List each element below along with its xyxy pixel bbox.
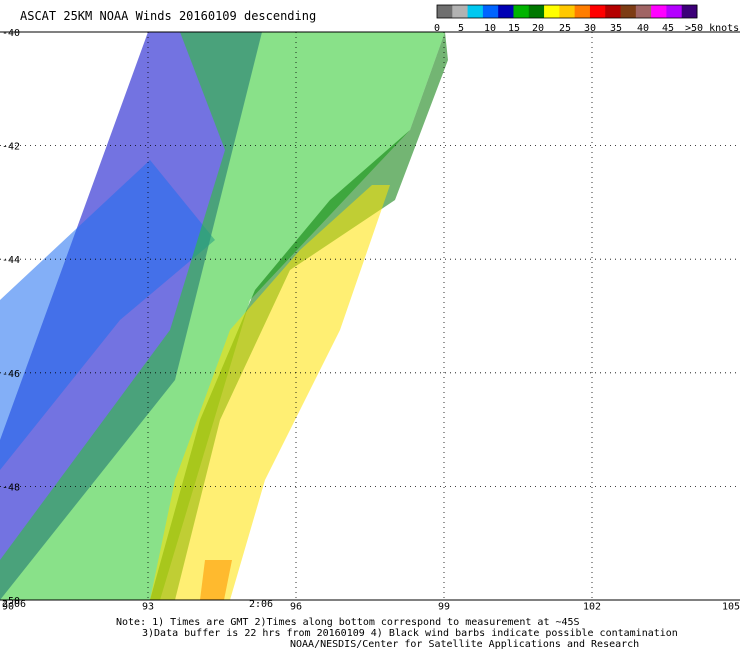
time-label-mid: 2:06 (249, 599, 273, 610)
swath-band-yellow (150, 185, 390, 600)
legend-label: 15 (508, 23, 520, 34)
longitude-tick-label: 99 (438, 601, 450, 612)
legend-swatch (666, 5, 683, 18)
legend-swatch (544, 5, 560, 18)
legend-labels: 0 5 10 15 20 25 30 35 40 45 >50 knots (434, 23, 739, 34)
legend-label: 45 (662, 23, 674, 34)
legend-swatch (452, 5, 469, 18)
legend-label: 40 (637, 23, 649, 34)
notes: Note: 1) Times are GMT 2)Times along bot… (116, 617, 678, 650)
longitude-tick-label: 102 (583, 601, 601, 612)
longitude-tick-label: 105 (722, 601, 740, 612)
legend-swatch (467, 5, 484, 18)
latitude-tick-label: -42 (2, 142, 20, 153)
legend-label: 0 (434, 23, 440, 34)
latitude-tick-label: -50 (2, 596, 20, 607)
note-line-1: Note: 1) Times are GMT 2)Times along bot… (116, 617, 580, 628)
plot-area (0, 32, 740, 600)
legend: 0 5 10 15 20 25 30 35 40 45 >50 knots (434, 4, 739, 34)
lat-lon-grid (0, 32, 740, 600)
legend-swatch (437, 5, 453, 18)
legend-swatch (589, 5, 606, 18)
legend-label: 10 (484, 23, 496, 34)
longitude-tick-label: 90 (2, 601, 14, 612)
swath-band-dark-green (150, 32, 448, 600)
legend-label: 5 (458, 23, 464, 34)
legend-border (436, 4, 698, 19)
legend-swatch (605, 5, 622, 18)
time-label-start: 2:06 (2, 599, 26, 610)
legend-swatch (635, 5, 652, 18)
map-frame (0, 31, 740, 601)
note-line-3: NOAA/NESDIS/Center for Satellite Applica… (290, 639, 639, 650)
longitude-ticks: 90 93 96 99 102 105 (2, 601, 740, 612)
longitude-tick-label: 93 (142, 601, 154, 612)
legend-swatch (559, 5, 576, 18)
map-title: ASCAT 25KM NOAA Winds 20160109 descendin… (20, 9, 316, 23)
note-line-2: 3)Data buffer is 22 hrs from 20160109 4)… (142, 628, 678, 639)
legend-label: 35 (610, 23, 622, 34)
legend-swatch (528, 5, 545, 18)
legend-label: 30 (584, 23, 596, 34)
swath-band-orange (200, 560, 232, 600)
latitude-tick-label: -48 (2, 482, 20, 493)
wind-swath (0, 32, 448, 600)
latitude-ticks: -40 -42 -44 -46 -48 -50 (2, 28, 20, 607)
legend-swatch (482, 5, 499, 18)
latitude-tick-label: -44 (2, 255, 20, 266)
longitude-tick-label: 96 (290, 601, 302, 612)
latitude-tick-label: -46 (2, 369, 20, 380)
legend-swatch (651, 5, 667, 18)
latitude-tick-label: -40 (2, 28, 20, 39)
legend-swatch (681, 5, 698, 18)
legend-label: 25 (559, 23, 571, 34)
swath-band-green (0, 32, 445, 600)
swath-band-calm-blue (0, 32, 262, 600)
legend-swatch (498, 5, 514, 18)
legend-label: >50 knots (685, 23, 739, 34)
swath-band-light-blue (0, 160, 215, 470)
legend-swatch (513, 5, 530, 18)
legend-swatch (574, 5, 591, 18)
legend-color-scale (436, 4, 698, 19)
legend-swatch (620, 5, 637, 18)
legend-label: 20 (532, 23, 544, 34)
